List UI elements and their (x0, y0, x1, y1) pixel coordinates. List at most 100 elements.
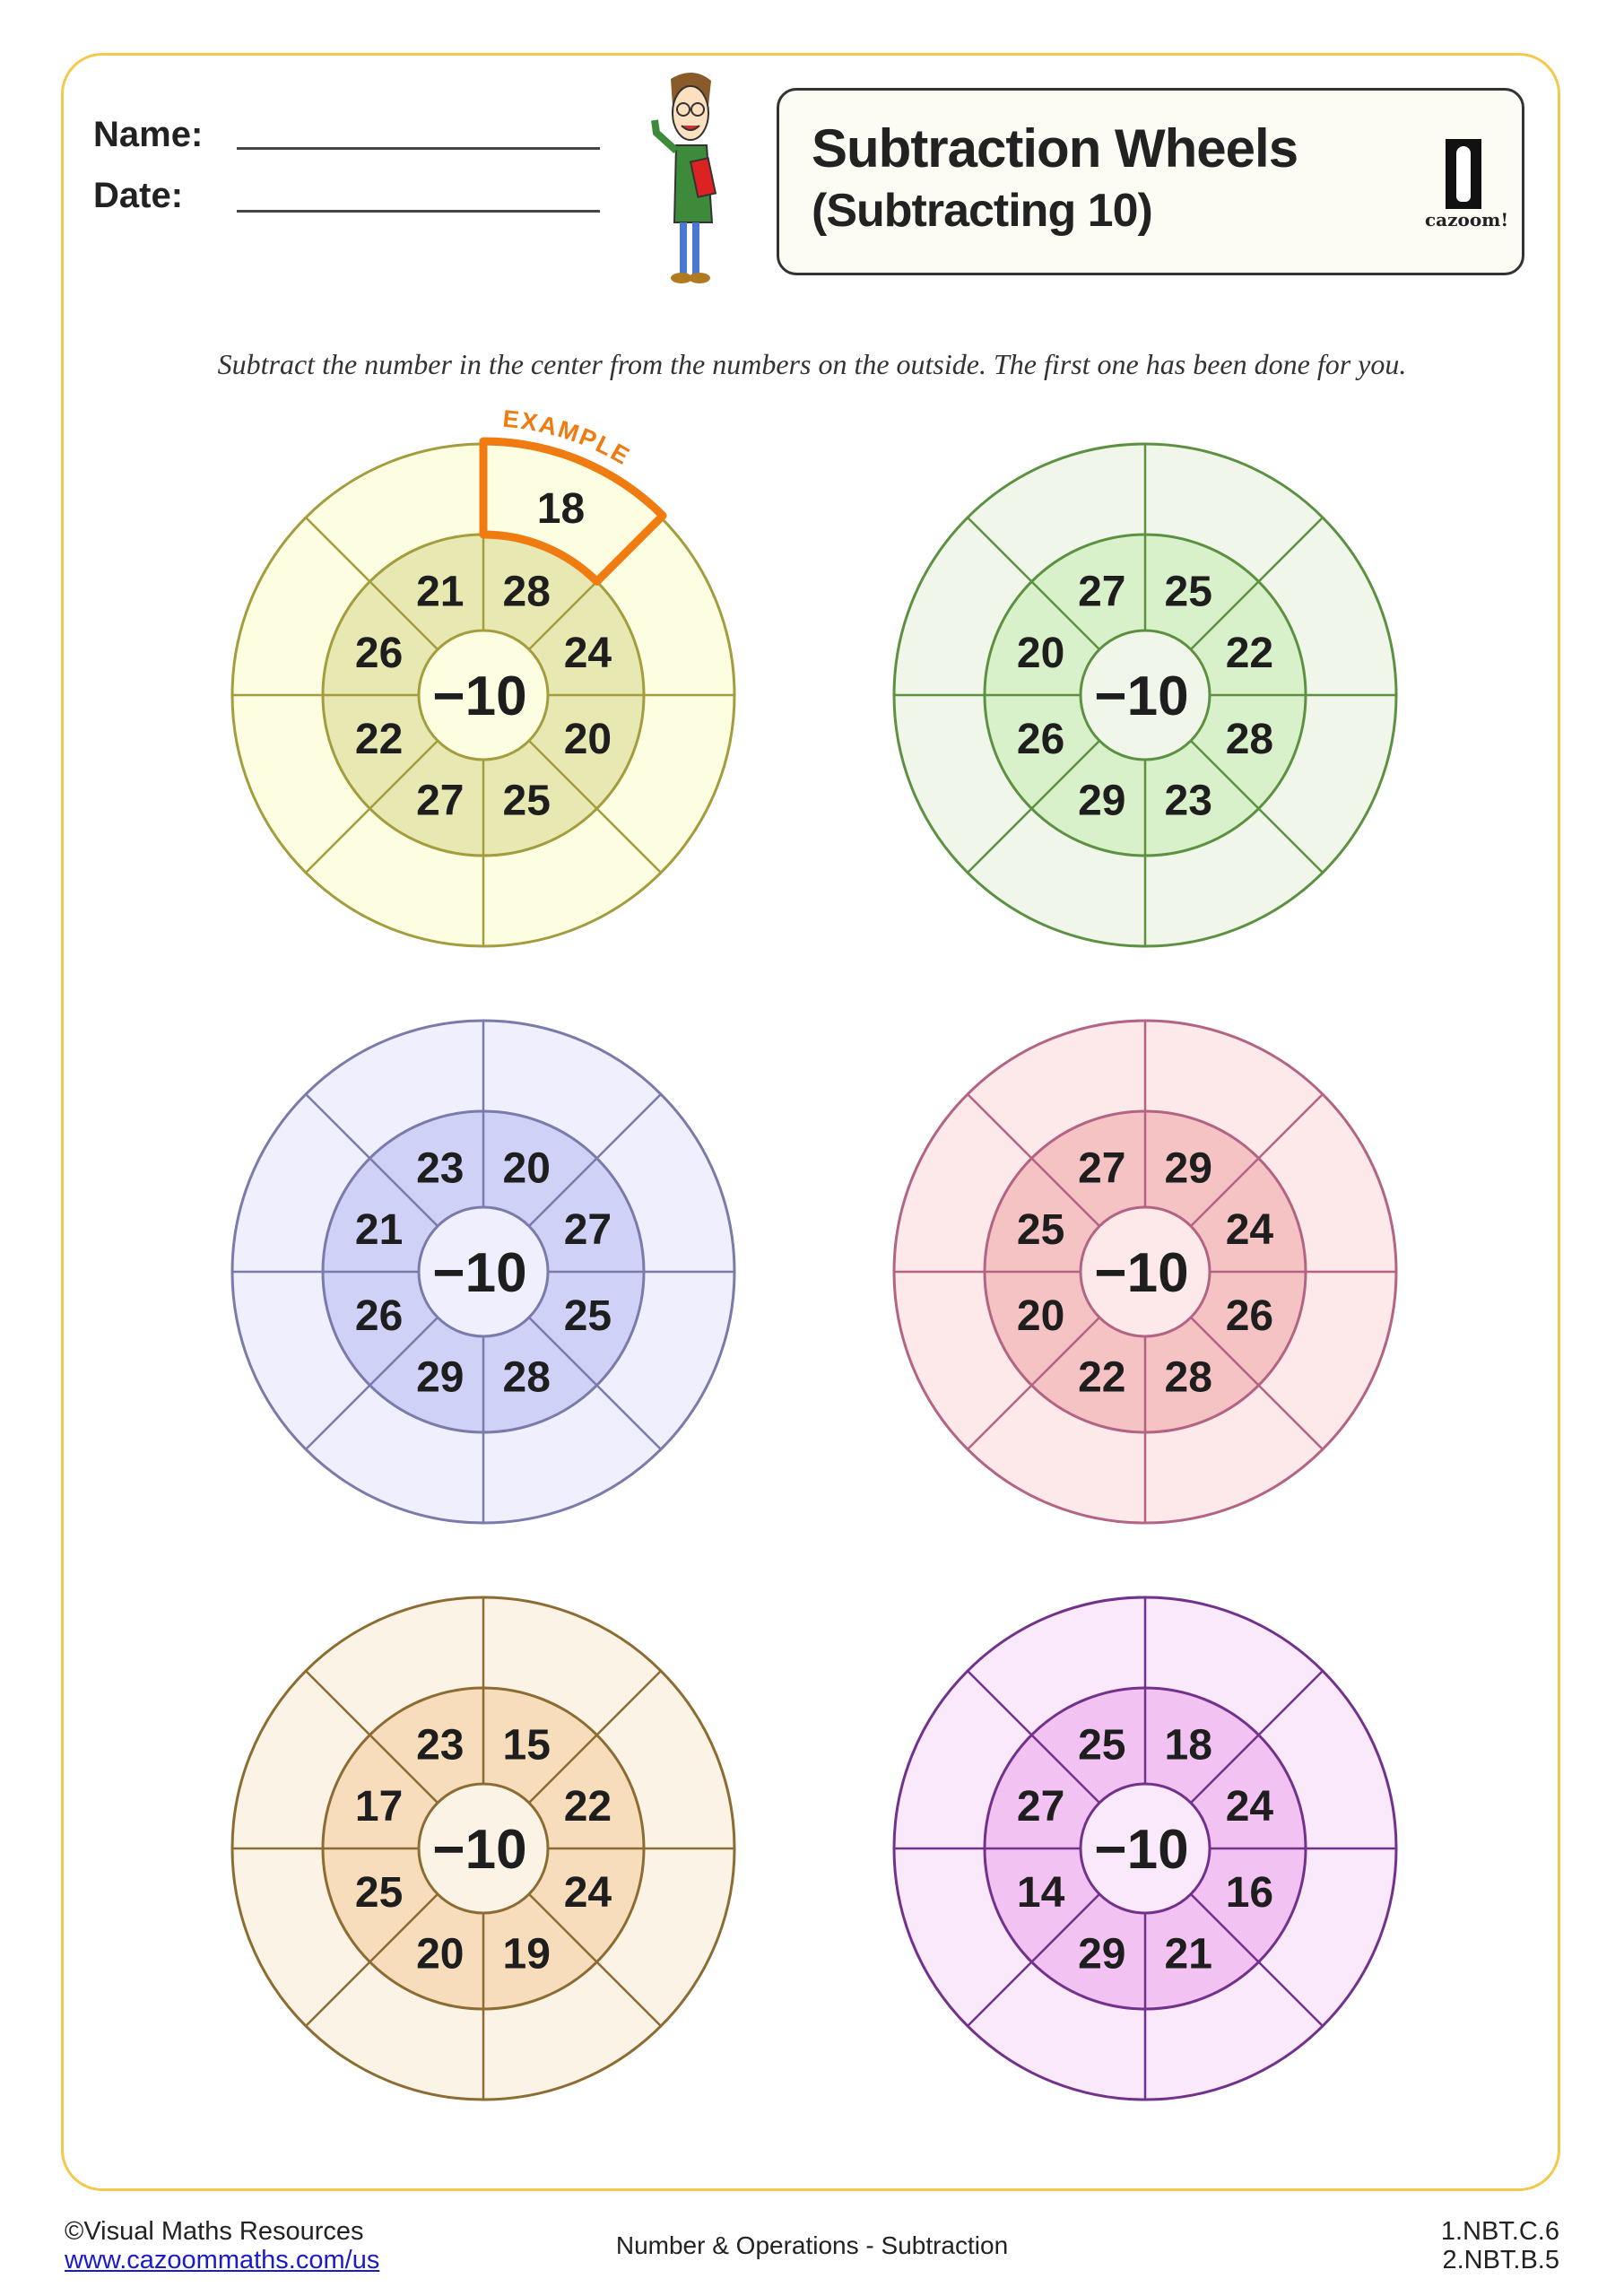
wheel-number: 24 (1226, 1783, 1274, 1831)
sector-divider (528, 1093, 662, 1227)
sector-divider (528, 1893, 662, 2027)
wheel-number: 25 (564, 1292, 612, 1340)
sector-divider (305, 1893, 439, 2027)
wheel-6: −10 18 24 16 21 29 14 27 25 (892, 1596, 1398, 2101)
wheel-number: 29 (1078, 777, 1125, 824)
wheel-number: 23 (416, 1145, 464, 1193)
wheel-number: 28 (503, 1353, 551, 1401)
sector-divider (1190, 1317, 1324, 1450)
wheel-number: 21 (1165, 1930, 1212, 1978)
center-circle (417, 629, 550, 761)
page-subtitle: (Subtracting 10) (812, 185, 1153, 237)
footer-copyright: ©Visual Maths Resources (65, 2217, 364, 2246)
sector-divider (305, 1093, 439, 1227)
wheel-number: 24 (564, 1869, 612, 1917)
center-operation: −10 (432, 1242, 526, 1304)
wheel-number: 29 (1078, 1930, 1125, 1978)
wheel-number: 26 (1017, 716, 1064, 763)
center-operation: −10 (1094, 665, 1188, 727)
wheel-number: 22 (564, 1783, 612, 1831)
wheel-number: 23 (416, 1722, 464, 1770)
wheel-number: 22 (355, 716, 403, 763)
sector-divider (1190, 1893, 1324, 2027)
wheel-number: 20 (1017, 630, 1064, 677)
wheel-number: 20 (564, 716, 612, 763)
wheel-number: 21 (355, 1206, 403, 1254)
sector-divider (528, 1317, 662, 1450)
wheel-number: 24 (1226, 1206, 1274, 1254)
wheel-number: 27 (564, 1206, 612, 1254)
wheel-number: 26 (355, 1292, 403, 1340)
sector-divider (305, 517, 439, 650)
standard-1: 1.NBT.C.6 (1440, 2217, 1559, 2246)
center-operation: −10 (1094, 1242, 1188, 1304)
wheel-3: −10 20 27 25 28 29 26 21 23 (230, 1019, 736, 1525)
sector-divider (528, 1670, 662, 1804)
wheel-number: 27 (416, 777, 464, 824)
center-operation: −10 (432, 665, 526, 727)
wheel-number: 28 (1226, 716, 1273, 763)
wheel-2: −10 25 22 28 23 29 26 20 27 (892, 442, 1398, 948)
wheel-number: 20 (1017, 1292, 1064, 1340)
name-field[interactable] (237, 147, 600, 150)
sector-divider (1190, 1670, 1324, 1804)
wheel-number: 24 (564, 630, 612, 677)
wheel-number: 18 (1165, 1722, 1212, 1770)
wheel-number: 28 (1165, 1353, 1212, 1401)
wheel-number: 26 (1226, 1292, 1273, 1340)
wheel-number: 27 (1017, 1783, 1064, 1831)
sector-divider (967, 1893, 1100, 2027)
date-field[interactable] (237, 210, 600, 213)
sector-divider (1190, 1093, 1324, 1227)
sector-divider (967, 1670, 1100, 1804)
cazoom-logo: cazoom! (1425, 139, 1508, 230)
wheel-number: 21 (416, 569, 464, 616)
wheel-number: 29 (416, 1353, 464, 1401)
wheel-number: 22 (1226, 630, 1273, 677)
wheel-number: 25 (1017, 1206, 1064, 1254)
wheel-number: 20 (503, 1145, 551, 1193)
wheel-number: 16 (1226, 1869, 1273, 1917)
center-circle (1079, 1782, 1211, 1915)
wheel-number: 25 (355, 1869, 403, 1917)
wheel-number: 23 (1165, 777, 1212, 824)
teacher-cartoon (651, 72, 717, 283)
title-box: Subtraction Wheels (Subtracting 10) cazo… (777, 88, 1524, 275)
sector-divider (967, 517, 1100, 650)
wheel-number: 14 (1017, 1869, 1065, 1917)
sector-divider (305, 740, 439, 874)
wheel-number: 25 (1078, 1722, 1125, 1770)
standard-2: 2.NBT.B.5 (1442, 2246, 1559, 2274)
sector-divider (1190, 517, 1324, 650)
page-title: Subtraction Wheels (812, 118, 1298, 178)
wheel-4: −10 29 24 26 28 22 20 25 27 (892, 1019, 1398, 1525)
wheel-number: 27 (1078, 569, 1125, 616)
sector-divider (305, 1317, 439, 1450)
wheel-number: 27 (1078, 1145, 1125, 1193)
page-border (61, 53, 1560, 2191)
footer-link[interactable]: www.cazoommaths.com/us (65, 2246, 380, 2274)
center-circle (417, 1782, 550, 1915)
date-label: Date: (93, 176, 184, 215)
center-operation: −10 (432, 1819, 526, 1881)
instructions: Subtract the number in the center from t… (217, 348, 1407, 380)
sector-divider (967, 740, 1100, 874)
wheel-number: 17 (355, 1783, 403, 1831)
sector-divider (967, 1317, 1100, 1450)
wheel-number: 25 (503, 777, 551, 824)
example-highlight (479, 437, 667, 586)
wheel-number: 25 (1165, 569, 1212, 616)
center-circle (1079, 629, 1211, 761)
center-circle (417, 1205, 550, 1338)
example-answer: 18 (537, 485, 585, 533)
wheel-number: 15 (503, 1722, 551, 1770)
wheel-number: 19 (503, 1930, 551, 1978)
wheel-number: 28 (503, 569, 551, 616)
name-label: Name: (93, 115, 204, 154)
wheel-number: 26 (355, 630, 403, 677)
logo-mark-icon (1446, 139, 1481, 209)
wheel-number: 22 (1078, 1353, 1125, 1401)
wheel-5: −10 15 22 24 19 20 25 17 23 (230, 1596, 736, 2101)
footer-topic: Number & Operations - Subtraction (615, 2231, 1009, 2259)
